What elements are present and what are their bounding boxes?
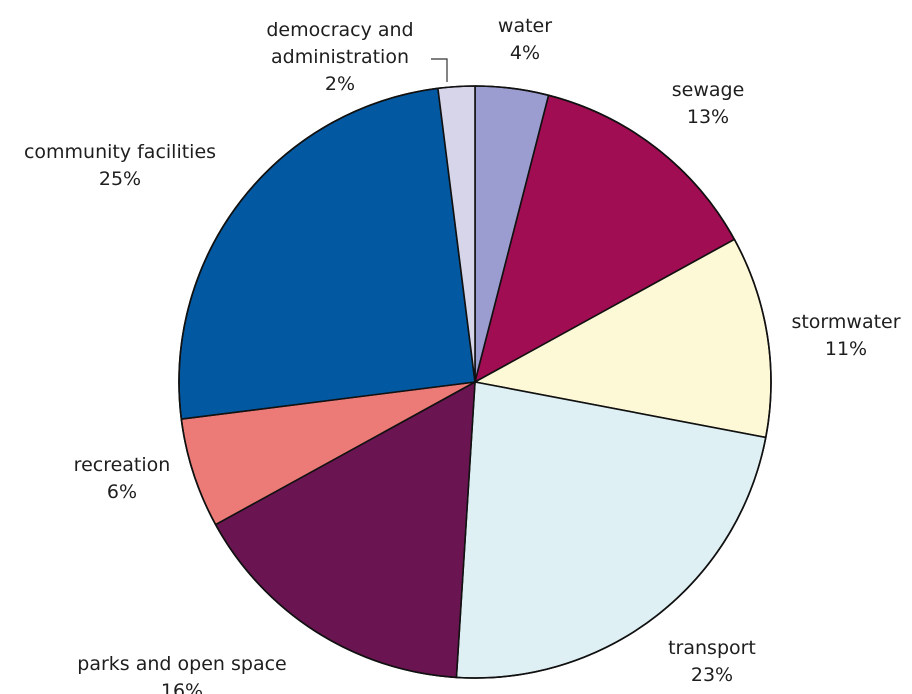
slice-community-facilities — [178, 87, 476, 420]
pie-slices — [178, 85, 772, 679]
label-transport: transport 23% — [668, 637, 756, 686]
slice-labels: water 4% sewage 13% stormwater 11% transport 23… — [24, 15, 901, 694]
label-sewage: sewage 13% — [672, 79, 745, 128]
leader-lines — [431, 58, 448, 82]
label-recreation: recreation 6% — [74, 454, 171, 503]
label-water: water 4% — [498, 15, 552, 64]
leader-democracy-and-administration — [431, 58, 448, 82]
label-community-facilities: community facilities 25% — [24, 141, 216, 190]
label-parks-and-open-space: parks and open space 16% — [77, 653, 286, 694]
label-stormwater: stormwater 11% — [791, 311, 900, 360]
label-democracy-and-administration: democracy and administration 2% — [266, 19, 413, 95]
pie-outline — [178, 85, 772, 679]
